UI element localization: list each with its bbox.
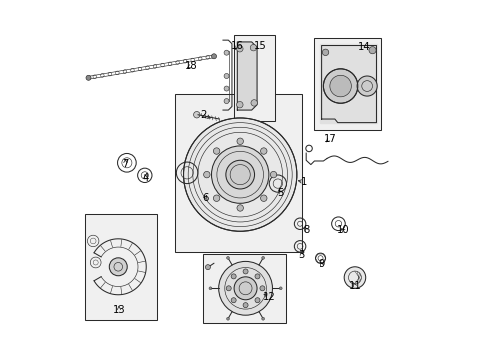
Text: 14: 14 <box>358 42 370 52</box>
Circle shape <box>260 195 266 202</box>
Circle shape <box>109 258 127 276</box>
Circle shape <box>329 75 351 97</box>
Text: 5: 5 <box>277 188 283 198</box>
Circle shape <box>225 160 254 189</box>
Circle shape <box>243 303 247 308</box>
Circle shape <box>260 148 266 154</box>
Circle shape <box>224 73 228 78</box>
Text: 10: 10 <box>336 225 349 235</box>
Circle shape <box>322 49 328 55</box>
Circle shape <box>226 256 229 259</box>
Circle shape <box>183 118 296 231</box>
Text: 18: 18 <box>184 61 197 71</box>
Text: 13: 13 <box>112 305 125 315</box>
Text: 4: 4 <box>142 173 149 183</box>
Circle shape <box>203 171 210 178</box>
Circle shape <box>250 44 256 51</box>
Circle shape <box>250 100 257 106</box>
Text: 11: 11 <box>348 281 361 291</box>
Circle shape <box>323 69 357 103</box>
Text: 6: 6 <box>202 193 208 203</box>
Bar <box>85 214 156 320</box>
Circle shape <box>236 102 243 108</box>
Circle shape <box>261 256 264 259</box>
Text: 12: 12 <box>263 292 275 302</box>
Bar <box>174 94 301 252</box>
Bar <box>233 35 274 121</box>
Bar <box>314 39 380 130</box>
Circle shape <box>231 274 236 279</box>
Text: 15: 15 <box>253 41 266 50</box>
Circle shape <box>224 50 228 55</box>
Bar <box>203 253 285 323</box>
Text: 2: 2 <box>200 111 206 121</box>
Circle shape <box>226 317 229 320</box>
Text: 8: 8 <box>303 225 309 235</box>
Circle shape <box>211 54 216 59</box>
Circle shape <box>356 76 376 96</box>
Circle shape <box>261 317 264 320</box>
Circle shape <box>226 286 231 291</box>
Circle shape <box>211 146 268 203</box>
Circle shape <box>237 205 243 211</box>
Circle shape <box>213 148 220 154</box>
Text: 9: 9 <box>318 259 324 269</box>
Circle shape <box>270 171 276 178</box>
Circle shape <box>224 86 228 91</box>
Circle shape <box>236 45 243 52</box>
Circle shape <box>205 265 210 270</box>
Circle shape <box>237 138 243 144</box>
Circle shape <box>234 277 257 300</box>
Circle shape <box>254 298 260 303</box>
Text: 17: 17 <box>323 134 336 144</box>
Circle shape <box>260 286 264 291</box>
Circle shape <box>218 261 272 315</box>
Circle shape <box>213 195 220 202</box>
Text: 1: 1 <box>300 177 306 187</box>
Circle shape <box>224 99 228 104</box>
Circle shape <box>254 274 260 279</box>
Circle shape <box>193 112 200 118</box>
Circle shape <box>344 267 365 288</box>
Text: 3: 3 <box>298 250 305 260</box>
Polygon shape <box>237 42 257 110</box>
Circle shape <box>86 75 91 80</box>
Circle shape <box>279 287 282 290</box>
Circle shape <box>208 287 211 290</box>
Circle shape <box>243 269 247 274</box>
Circle shape <box>231 298 236 303</box>
Polygon shape <box>319 44 376 123</box>
Text: 7: 7 <box>122 159 128 169</box>
Circle shape <box>368 46 375 54</box>
Text: 16: 16 <box>230 41 243 50</box>
